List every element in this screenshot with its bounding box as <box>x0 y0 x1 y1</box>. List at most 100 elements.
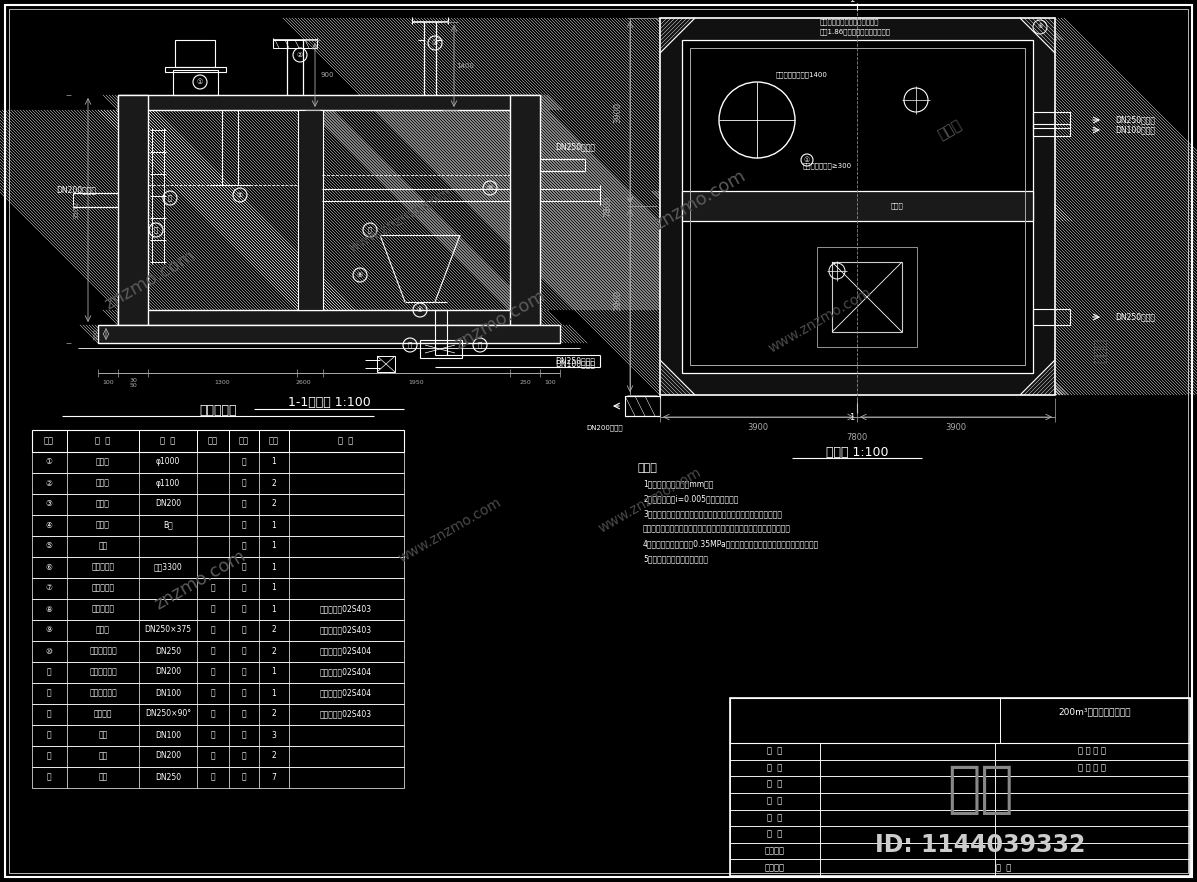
Text: 顶板预留水位传示装置孔，做法: 顶板预留水位传示装置孔，做法 <box>820 19 880 26</box>
Text: 钢: 钢 <box>211 709 215 719</box>
Text: ⑩: ⑩ <box>487 185 493 191</box>
Text: DN200进水管: DN200进水管 <box>56 185 96 195</box>
Text: 图  号: 图 号 <box>996 863 1011 872</box>
Text: 喇叭口支架: 喇叭口支架 <box>91 604 115 614</box>
Text: 7800: 7800 <box>846 432 868 442</box>
Text: DN250: DN250 <box>154 773 181 781</box>
Text: 2: 2 <box>272 647 277 655</box>
Bar <box>820 826 995 842</box>
Bar <box>730 698 1190 876</box>
Text: 2: 2 <box>272 479 277 488</box>
Bar <box>32 473 405 494</box>
Text: www.znzmo.com: www.znzmo.com <box>766 285 874 355</box>
Text: 钢管: 钢管 <box>98 773 108 781</box>
Text: 通风管高出屋盖土1400: 通风管高出屋盖土1400 <box>776 71 828 78</box>
Bar <box>32 767 405 788</box>
Text: 钢: 钢 <box>211 730 215 739</box>
Bar <box>660 18 1055 395</box>
Text: 2: 2 <box>272 709 277 719</box>
Bar <box>32 557 405 578</box>
Text: 米: 米 <box>242 730 247 739</box>
Text: 只: 只 <box>242 604 247 614</box>
Text: 1: 1 <box>272 520 277 529</box>
Bar <box>820 759 995 776</box>
Text: 根: 根 <box>242 499 247 509</box>
Text: ⑪: ⑪ <box>168 195 172 201</box>
Text: ③: ③ <box>432 40 438 46</box>
Text: ⑧: ⑧ <box>417 307 423 313</box>
Text: 钢: 钢 <box>211 751 215 760</box>
Text: 参见图标图02S404: 参见图标图02S404 <box>320 647 372 655</box>
Text: 900: 900 <box>321 72 334 78</box>
Text: 参见图标图02S404: 参见图标图02S404 <box>320 689 372 698</box>
Text: 钢: 钢 <box>211 668 215 676</box>
Text: 1400: 1400 <box>456 63 474 69</box>
Text: 知末: 知末 <box>947 763 1013 817</box>
Text: ⑮: ⑮ <box>154 227 158 234</box>
Text: DN100泄水管: DN100泄水管 <box>1114 125 1155 134</box>
Text: 钢: 钢 <box>211 625 215 634</box>
Bar <box>32 746 405 767</box>
Text: www.znzmo.com: www.znzmo.com <box>346 185 454 255</box>
Text: ⑮: ⑮ <box>47 751 51 760</box>
Bar <box>119 95 148 325</box>
Text: 刚性防水套管: 刚性防水套管 <box>89 668 117 676</box>
Text: 只: 只 <box>242 647 247 655</box>
Text: 刚性防水套管: 刚性防水套管 <box>89 647 117 655</box>
Text: 套: 套 <box>242 542 247 550</box>
Text: 吸水坑: 吸水坑 <box>96 520 110 529</box>
Bar <box>1033 309 1070 325</box>
Bar <box>32 704 405 725</box>
Bar <box>298 110 323 310</box>
Bar <box>995 776 1190 793</box>
Text: 2: 2 <box>272 625 277 634</box>
Text: 审  核: 审 核 <box>767 780 783 789</box>
Text: 通风帽: 通风帽 <box>96 479 110 488</box>
Bar <box>98 325 560 343</box>
Text: 米: 米 <box>242 751 247 760</box>
Text: DN250×375: DN250×375 <box>145 625 192 634</box>
Text: 只: 只 <box>242 458 247 467</box>
Text: ⑪: ⑪ <box>47 668 51 676</box>
Text: ②: ② <box>297 52 303 58</box>
Text: 名  称: 名 称 <box>96 437 110 445</box>
Bar <box>32 725 405 746</box>
Bar <box>820 842 995 859</box>
Text: 参见图标图02S404: 参见图标图02S404 <box>320 668 372 676</box>
Bar <box>730 842 820 859</box>
Bar <box>682 191 1033 221</box>
Text: φ1100: φ1100 <box>156 479 180 488</box>
Text: ⑬: ⑬ <box>367 227 372 234</box>
Text: 只: 只 <box>242 689 247 698</box>
Text: 水位传示仪: 水位传示仪 <box>91 563 115 572</box>
Text: ⑧: ⑧ <box>45 604 53 614</box>
Text: ⑬: ⑬ <box>47 709 51 719</box>
Text: ⑩: ⑩ <box>45 647 53 655</box>
Bar <box>119 95 540 110</box>
Text: 30
50: 30 50 <box>129 377 136 388</box>
Bar <box>32 662 405 683</box>
Text: www.znzmo.com: www.znzmo.com <box>596 465 704 535</box>
Text: DN250出水管: DN250出水管 <box>1114 312 1155 322</box>
Text: 知末网: 知末网 <box>1093 338 1107 363</box>
Bar <box>32 452 405 473</box>
Text: 2、池底排水坡i=0.005，坡向集水坑；: 2、池底排水坡i=0.005，坡向集水坑； <box>643 495 739 504</box>
Text: 水深3300: 水深3300 <box>153 563 182 572</box>
Text: 钢: 钢 <box>211 647 215 655</box>
Bar <box>820 776 995 793</box>
Bar <box>995 810 1190 826</box>
Bar <box>995 859 1190 876</box>
Text: 7800: 7800 <box>603 196 613 217</box>
Text: 编号: 编号 <box>44 437 54 445</box>
Text: 水 池 部 分: 水 池 部 分 <box>1078 764 1106 773</box>
Bar <box>730 859 820 876</box>
Text: 审  定: 审 定 <box>767 763 783 772</box>
Bar <box>298 110 323 310</box>
Bar <box>273 40 317 48</box>
Text: DN250×90°: DN250×90° <box>145 709 192 719</box>
Text: 溢水管吊架: 溢水管吊架 <box>91 584 115 593</box>
Text: 3900: 3900 <box>946 422 966 431</box>
Text: DN200: DN200 <box>154 668 181 676</box>
Text: DN250溢水管: DN250溢水管 <box>1114 116 1155 124</box>
Text: 5、按图中位置设置砖导流槽。: 5、按图中位置设置砖导流槽。 <box>643 555 707 564</box>
